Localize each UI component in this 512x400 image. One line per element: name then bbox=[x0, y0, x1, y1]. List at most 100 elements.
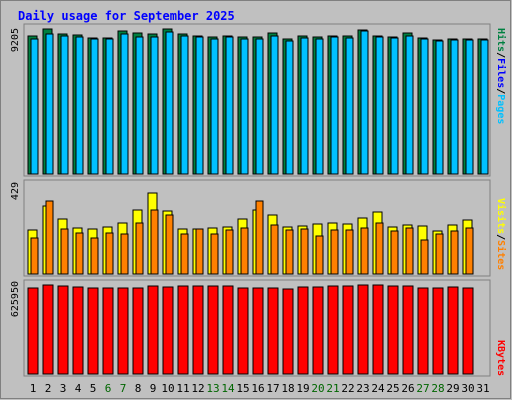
day-label-23: 23 bbox=[356, 382, 369, 395]
sites-bar-day-30 bbox=[465, 227, 474, 275]
day-label-17: 17 bbox=[266, 382, 279, 395]
day-label-30: 30 bbox=[461, 382, 474, 395]
sites-bar-day-19 bbox=[300, 228, 309, 275]
files-bar-day-20 bbox=[315, 38, 324, 175]
files-bar-day-18 bbox=[285, 40, 294, 175]
day-label-29: 29 bbox=[446, 382, 459, 395]
legend-sites: Sites bbox=[495, 240, 507, 270]
day-label-18: 18 bbox=[281, 382, 294, 395]
bottom-legend: KBytes bbox=[495, 340, 506, 376]
sites-bar-day-29 bbox=[450, 230, 459, 275]
sites-bar-day-3 bbox=[60, 228, 69, 275]
sites-bar-day-7 bbox=[120, 233, 129, 275]
sites-bar-day-10 bbox=[165, 214, 174, 275]
legend-visits: Visits bbox=[495, 198, 507, 234]
files-bar-day-31 bbox=[480, 39, 489, 175]
legend-hits: Hits bbox=[495, 28, 507, 52]
day-label-14: 14 bbox=[221, 382, 235, 395]
bottom-panel-frame bbox=[23, 279, 491, 377]
day-label-19: 19 bbox=[296, 382, 309, 395]
day-label-26: 26 bbox=[401, 382, 414, 395]
top-panel-frame bbox=[23, 23, 491, 177]
day-label-22: 22 bbox=[341, 382, 354, 395]
day-label-9: 9 bbox=[150, 382, 157, 395]
kbytes-bar-day-19 bbox=[297, 286, 309, 375]
kbytes-bar-day-6 bbox=[102, 287, 114, 375]
files-bar-day-25 bbox=[390, 37, 399, 175]
kbytes-bar-day-4 bbox=[72, 286, 84, 375]
kbytes-bar-day-1 bbox=[27, 287, 39, 375]
day-label-3: 3 bbox=[60, 382, 67, 395]
day-label-27: 27 bbox=[416, 382, 429, 395]
middle-panel-frame bbox=[23, 179, 491, 277]
kbytes-bar-day-21 bbox=[327, 285, 339, 375]
day-label-11: 11 bbox=[176, 382, 189, 395]
middle-panel-bars bbox=[27, 192, 474, 275]
day-label-16: 16 bbox=[251, 382, 264, 395]
files-bar-day-5 bbox=[90, 38, 99, 175]
sites-bar-day-1 bbox=[30, 237, 39, 275]
files-bar-day-29 bbox=[450, 39, 459, 175]
files-bar-day-24 bbox=[375, 36, 384, 175]
files-bar-day-17 bbox=[270, 35, 279, 175]
day-label-1: 1 bbox=[30, 382, 37, 395]
sites-bar-day-9 bbox=[150, 209, 159, 275]
files-bar-day-28 bbox=[435, 40, 444, 175]
kbytes-bar-day-5 bbox=[87, 287, 99, 375]
sites-bar-day-4 bbox=[75, 232, 84, 275]
kbytes-bar-day-15 bbox=[237, 287, 249, 375]
sites-bar-day-26 bbox=[405, 227, 414, 275]
files-bar-day-1 bbox=[30, 38, 39, 175]
sites-bar-day-5 bbox=[90, 237, 99, 275]
sites-bar-day-6 bbox=[105, 232, 114, 275]
legend-sep: / bbox=[495, 234, 506, 240]
files-bar-day-8 bbox=[135, 36, 144, 175]
sites-bar-day-20 bbox=[315, 235, 324, 275]
kbytes-bar-day-2 bbox=[42, 284, 54, 375]
files-bar-day-19 bbox=[300, 37, 309, 175]
files-bar-day-11 bbox=[180, 35, 189, 175]
day-label-15: 15 bbox=[236, 382, 249, 395]
kbytes-bar-day-10 bbox=[162, 286, 174, 375]
kbytes-bar-day-29 bbox=[447, 286, 459, 375]
top-panel-bars bbox=[27, 28, 489, 175]
files-bar-day-9 bbox=[150, 36, 159, 175]
files-bar-day-3 bbox=[60, 35, 69, 175]
day-label-5: 5 bbox=[90, 382, 97, 395]
files-bar-day-14 bbox=[225, 36, 234, 175]
files-bar-day-30 bbox=[465, 39, 474, 175]
kbytes-bar-day-22 bbox=[342, 285, 354, 375]
sites-bar-day-2 bbox=[45, 200, 54, 275]
sites-bar-day-15 bbox=[240, 227, 249, 275]
day-label-10: 10 bbox=[161, 382, 174, 395]
sites-bar-day-28 bbox=[435, 233, 444, 275]
kbytes-bar-day-14 bbox=[222, 285, 234, 375]
files-bar-day-7 bbox=[120, 33, 129, 175]
sites-bar-day-21 bbox=[330, 229, 339, 275]
bottom-max-label: 625950 bbox=[10, 281, 21, 317]
kbytes-bar-day-18 bbox=[282, 288, 294, 375]
legend-pages: Pages bbox=[495, 94, 506, 124]
middle-legend: Visits/Sites bbox=[495, 198, 507, 270]
kbytes-bar-day-3 bbox=[57, 285, 69, 375]
kbytes-bar-day-20 bbox=[312, 286, 324, 375]
sites-bar-day-12 bbox=[195, 228, 204, 275]
legend-files: Files bbox=[495, 58, 507, 88]
kbytes-bar-day-28 bbox=[432, 287, 444, 375]
day-label-8: 8 bbox=[135, 382, 142, 395]
files-bar-day-2 bbox=[45, 33, 54, 175]
kbytes-bar-day-27 bbox=[417, 287, 429, 375]
legend-sep: / bbox=[495, 52, 506, 58]
day-label-2: 2 bbox=[45, 382, 52, 395]
day-label-28: 28 bbox=[431, 382, 444, 395]
kbytes-bar-day-23 bbox=[357, 284, 369, 375]
day-label-12: 12 bbox=[191, 382, 204, 395]
day-label-13: 13 bbox=[206, 382, 219, 395]
kbytes-bar-day-30 bbox=[462, 287, 474, 375]
top-legend: Hits/Files/Pages bbox=[495, 28, 507, 124]
files-bar-day-26 bbox=[405, 35, 414, 175]
day-label-24: 24 bbox=[371, 382, 385, 395]
files-bar-day-22 bbox=[345, 37, 354, 175]
